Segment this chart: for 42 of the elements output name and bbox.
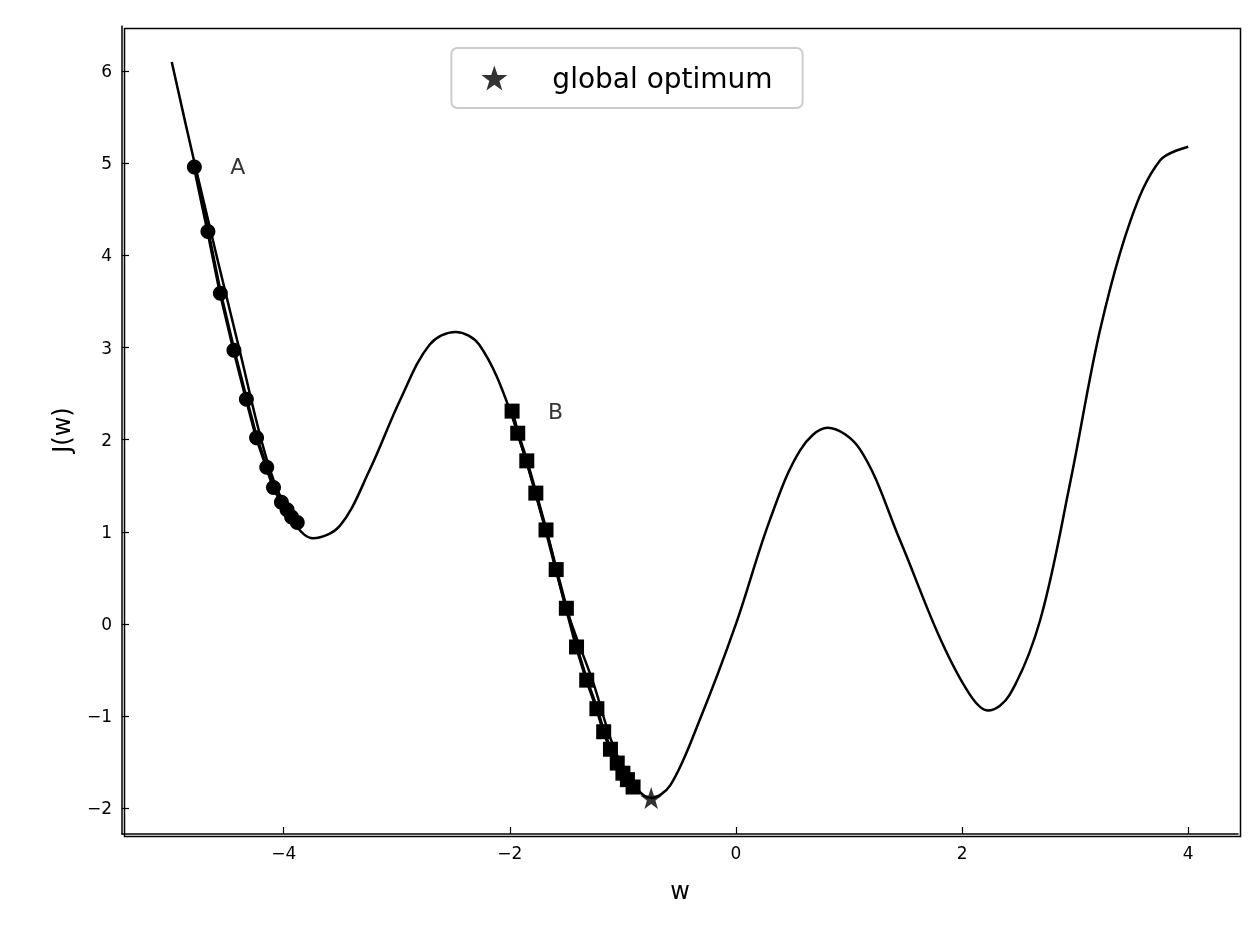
point: [266, 480, 282, 496]
point: [510, 425, 526, 441]
y-tick-label: −1: [86, 706, 112, 727]
point: [548, 562, 564, 578]
point: [579, 672, 595, 688]
legend-label: global optimum: [552, 61, 773, 95]
y-tick-label: 4: [101, 245, 112, 266]
x-tick-label: 4: [1182, 842, 1194, 863]
x-axis-title: w: [670, 877, 690, 905]
annotation: B: [548, 398, 564, 424]
point: [200, 223, 216, 239]
y-tick-label: 2: [101, 429, 112, 450]
y-tick-label: 3: [101, 337, 112, 358]
y-axis-title: J(w): [48, 407, 76, 455]
point: [596, 724, 612, 740]
point: [238, 391, 254, 407]
x-tick-label: 2: [956, 842, 968, 863]
point: [519, 453, 535, 469]
y-tick-label: 5: [101, 153, 112, 174]
point: [569, 639, 585, 655]
point: [602, 741, 618, 757]
point: [186, 159, 202, 175]
x-tick-label: −4: [271, 842, 297, 863]
y-tick-label: 0: [101, 613, 112, 634]
point: [625, 779, 641, 795]
x-tick-label: 0: [730, 842, 742, 863]
point: [212, 285, 228, 301]
point: [538, 522, 554, 538]
y-tick-label: 1: [101, 521, 112, 542]
point: [289, 515, 305, 531]
point: [504, 403, 520, 419]
annotation: A: [230, 154, 246, 180]
y-tick-label: 6: [101, 61, 112, 82]
point: [259, 459, 275, 475]
point: [640, 787, 663, 810]
point: [528, 485, 544, 501]
point: [558, 600, 574, 616]
y-tick-label: −2: [86, 798, 112, 819]
x-tick-label: −2: [497, 842, 523, 863]
point: [226, 342, 242, 358]
point: [589, 701, 605, 717]
point: [249, 430, 265, 446]
